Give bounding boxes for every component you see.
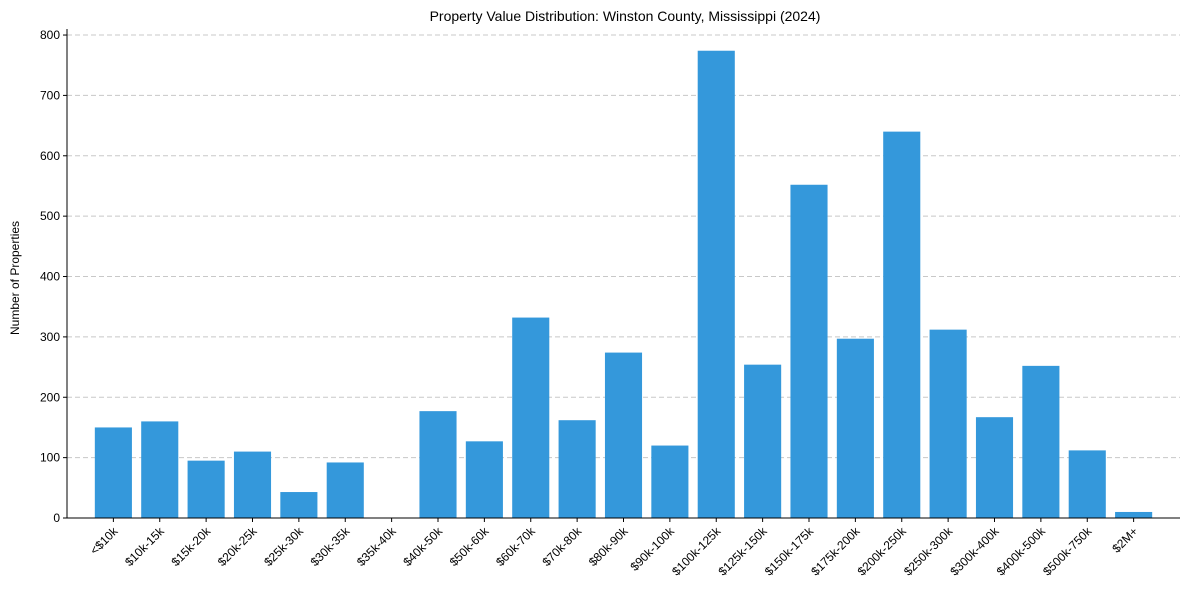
bar	[233, 451, 272, 518]
bar	[929, 329, 967, 518]
bar	[883, 131, 921, 518]
x-tick-label: $500k-750k	[1040, 524, 1095, 579]
x-tick-labels: <$10k $10k-15k $15k-20k $20k-25k $25k-30k $30…	[87, 524, 1141, 579]
bar	[419, 411, 457, 518]
y-tick-label: 800	[40, 28, 60, 42]
x-tick-label: $30k-35k	[308, 524, 354, 570]
bar	[1115, 511, 1153, 518]
x-tick-label: $60k-70k	[493, 524, 539, 570]
bar	[558, 420, 596, 518]
bar	[326, 462, 364, 518]
x-tick-label: $80k-90k	[586, 524, 632, 570]
bar	[465, 441, 503, 518]
x-tick-label: <$10k	[87, 524, 121, 558]
bar	[697, 50, 735, 518]
x-tick-label: $35k-40k	[354, 524, 400, 570]
bar	[280, 492, 318, 518]
bar	[94, 427, 132, 518]
bar	[187, 460, 225, 518]
x-tick-label: $50k-60k	[447, 524, 493, 570]
y-tick-labels: 0 100 200 300 400 500 600 700 800	[40, 28, 60, 525]
x-tick-label: $20k-25k	[215, 524, 261, 570]
x-tick-label: $10k-15k	[122, 524, 168, 570]
y-tick-label: 300	[40, 330, 60, 344]
bar	[744, 364, 782, 518]
y-axis-label: Number of Properties	[8, 221, 22, 335]
x-tick-label: $40k-50k	[400, 524, 446, 570]
bar	[604, 352, 643, 518]
axes	[63, 29, 1180, 522]
bar	[975, 417, 1014, 518]
y-tick-label: 400	[40, 270, 60, 284]
x-tick-label: $15k-20k	[168, 524, 214, 570]
y-tick-label: 700	[40, 88, 60, 102]
y-tick-label: 500	[40, 209, 60, 223]
bar	[512, 317, 550, 518]
bar	[651, 445, 689, 518]
x-tick-label: $25k-30k	[261, 524, 307, 570]
x-tick-label: $70k-80k	[539, 524, 585, 570]
bar	[790, 184, 828, 518]
bar	[141, 421, 179, 518]
chart-title: Property Value Distribution: Winston Cou…	[430, 8, 821, 24]
bar	[836, 338, 874, 518]
x-tick-label: $2M+	[1109, 524, 1140, 555]
bar	[1068, 450, 1106, 518]
bar	[1022, 365, 1060, 518]
y-tick-label: 0	[53, 511, 60, 525]
y-tick-label: 600	[40, 149, 60, 163]
bars	[94, 50, 1153, 518]
y-tick-label: 200	[40, 390, 60, 404]
y-tick-label: 100	[40, 451, 60, 465]
